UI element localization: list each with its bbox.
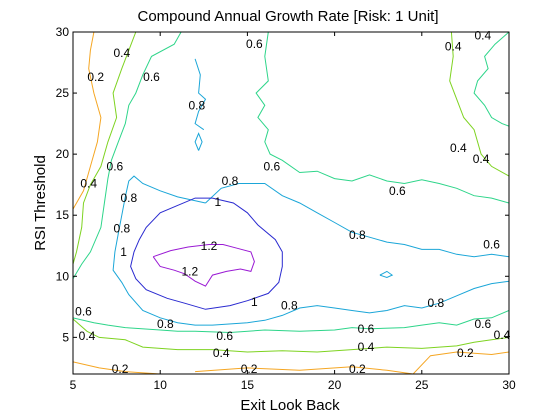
contour-line-0-8 (205, 183, 509, 258)
y-axis-label: RSI Threshold (32, 155, 49, 251)
contour-label: 1.2 (201, 239, 218, 253)
x-tick-label: 15 (241, 378, 255, 392)
contour-label: 0.6 (474, 317, 491, 331)
x-tick-label: 25 (415, 378, 429, 392)
contour-line-0-2 (412, 351, 509, 374)
contour-line-0-2 (73, 32, 102, 210)
contour-line-0-4 (73, 32, 137, 265)
contour-label: 0.4 (113, 46, 130, 60)
contour-label: 0.4 (474, 29, 491, 43)
y-tick-label: 20 (56, 147, 70, 161)
contour-line-0-8 (379, 270, 394, 279)
contour-label: 0.8 (113, 222, 130, 236)
contour-line-1 (130, 197, 283, 310)
contour-label: 0.8 (222, 174, 239, 188)
contour-line-1-2 (152, 244, 255, 287)
contour-line-0-6 (473, 32, 509, 127)
contour-label: 0.6 (246, 37, 263, 51)
y-tick-label: 30 (56, 25, 70, 39)
contour-labels: 0.20.40.60.6 0.40.40.80.40.40.6 0.60.40.80… (75, 29, 511, 376)
contour-label: 1 (120, 245, 127, 259)
contour-line-0-2 (195, 366, 414, 374)
contour-label: 0.2 (457, 346, 474, 360)
contour-line-0-2 (73, 361, 161, 374)
contour-label: 0.6 (216, 329, 233, 343)
contour-label: 0.8 (120, 191, 137, 205)
contour-label: 0.4 (473, 152, 490, 166)
contour-line-0-6 (73, 310, 509, 334)
x-tick-label: 5 (70, 378, 77, 392)
contour-label: 0.4 (445, 40, 462, 54)
contour-label: 1 (214, 195, 221, 209)
contour-label: 0.6 (358, 322, 375, 336)
y-tick-label: 10 (56, 269, 70, 283)
contour-label: 0.8 (349, 228, 366, 242)
contour-line-0-4 (73, 318, 509, 353)
contour-label: 0.6 (107, 159, 124, 173)
contour-label: 0.8 (281, 299, 298, 313)
x-tick-label: 20 (328, 378, 342, 392)
contour-label: 0.6 (389, 184, 406, 198)
contour-label: 0.4 (80, 177, 97, 191)
x-axis-label: Exit Look Back (240, 397, 340, 414)
contour-line-0-8 (112, 175, 509, 326)
contour-label: 0.8 (427, 296, 444, 310)
contour-label: 1.2 (181, 264, 198, 278)
chart-title: Compound Annual Growth Rate [Risk: 1 Uni… (138, 8, 439, 25)
plot-frame (72, 31, 510, 375)
contour-line-0-4 (449, 32, 509, 177)
contour-label: 0.4 (213, 346, 230, 360)
contour-label: 0.2 (241, 362, 258, 376)
contour-line-0-6 (73, 32, 182, 279)
contour-label: 0.6 (263, 159, 280, 173)
contour-label: 0.2 (349, 362, 366, 376)
contour-label: 0.6 (143, 70, 160, 84)
contour-label: 0.2 (112, 362, 129, 376)
contour-label: 0.8 (188, 98, 205, 112)
contour-label: 0.6 (483, 238, 500, 252)
contour-line-0-6 (255, 32, 509, 204)
axis-ticks: 5 10 15 20 25 30 5 10 15 20 25 30 (56, 25, 516, 392)
contour-label: 0.8 (157, 317, 174, 331)
contour-label: 0.2 (87, 70, 104, 84)
y-tick-label: 25 (56, 86, 70, 100)
x-tick-label: 10 (154, 378, 168, 392)
contour-label: 0.4 (494, 328, 511, 342)
contour-line-0-8 (194, 58, 207, 131)
contour-label: 1 (251, 295, 258, 309)
contour-lines (73, 32, 509, 374)
contour-line-0-8 (194, 132, 203, 151)
y-tick-label: 5 (62, 330, 69, 344)
y-tick-label: 15 (56, 208, 70, 222)
contour-label: 0.4 (358, 340, 375, 354)
contour-label: 0.6 (75, 305, 92, 319)
x-tick-label: 30 (502, 378, 516, 392)
contour-label: 0.4 (79, 329, 96, 343)
contour-label: 0.4 (450, 141, 467, 155)
